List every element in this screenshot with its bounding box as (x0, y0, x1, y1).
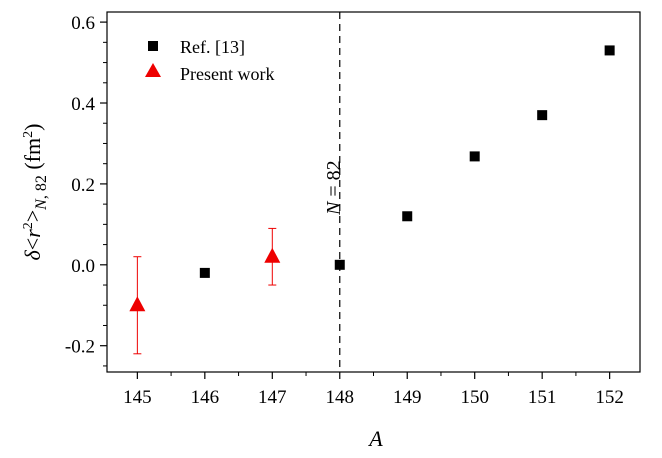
data-point-square (402, 211, 413, 222)
x-tick-label: 148 (326, 387, 355, 408)
data-point-square (604, 45, 615, 56)
x-tick-label: 145 (123, 387, 152, 408)
data-point-triangle (129, 296, 146, 312)
x-tick-label: 151 (528, 387, 557, 408)
y-axis-title: δ<r2>N, 82 (fm2) (20, 124, 50, 261)
legend-label-present-work: Present work (180, 64, 274, 84)
legend-marker-ref13 (148, 41, 158, 51)
vline-label: N = 82 (323, 160, 345, 216)
y-tick-label: 0.6 (71, 13, 95, 34)
legend: Ref. [13] Present work (145, 37, 274, 84)
error-bar-layer (133, 227, 277, 355)
y-tick-label: 0.0 (71, 256, 95, 277)
x-tick-label: 150 (460, 387, 489, 408)
plot-frame (106, 11, 641, 373)
legend-marker-present-work (145, 63, 161, 77)
x-tick-label: 149 (393, 387, 422, 408)
x-axis-title: A (367, 426, 383, 451)
data-point-triangle (264, 247, 281, 263)
data-point-square (537, 110, 548, 121)
y-tick-label: -0.2 (65, 337, 95, 358)
y-tick-label: 0.4 (71, 94, 95, 115)
x-tick-label: 146 (191, 387, 220, 408)
x-tick-label: 152 (595, 387, 624, 408)
x-tick-label: 147 (258, 387, 287, 408)
marks-layer (129, 45, 615, 312)
data-point-square (469, 151, 480, 162)
data-point-square (199, 267, 210, 278)
y-tick-label: 0.2 (71, 175, 95, 196)
data-point-square (334, 259, 345, 270)
legend-label-ref13: Ref. [13] (180, 37, 245, 57)
ticks-layer: 145 146 147 148 149 150 151 152 -0.2 0.0 0.2 0.4 0.6 (65, 13, 624, 408)
